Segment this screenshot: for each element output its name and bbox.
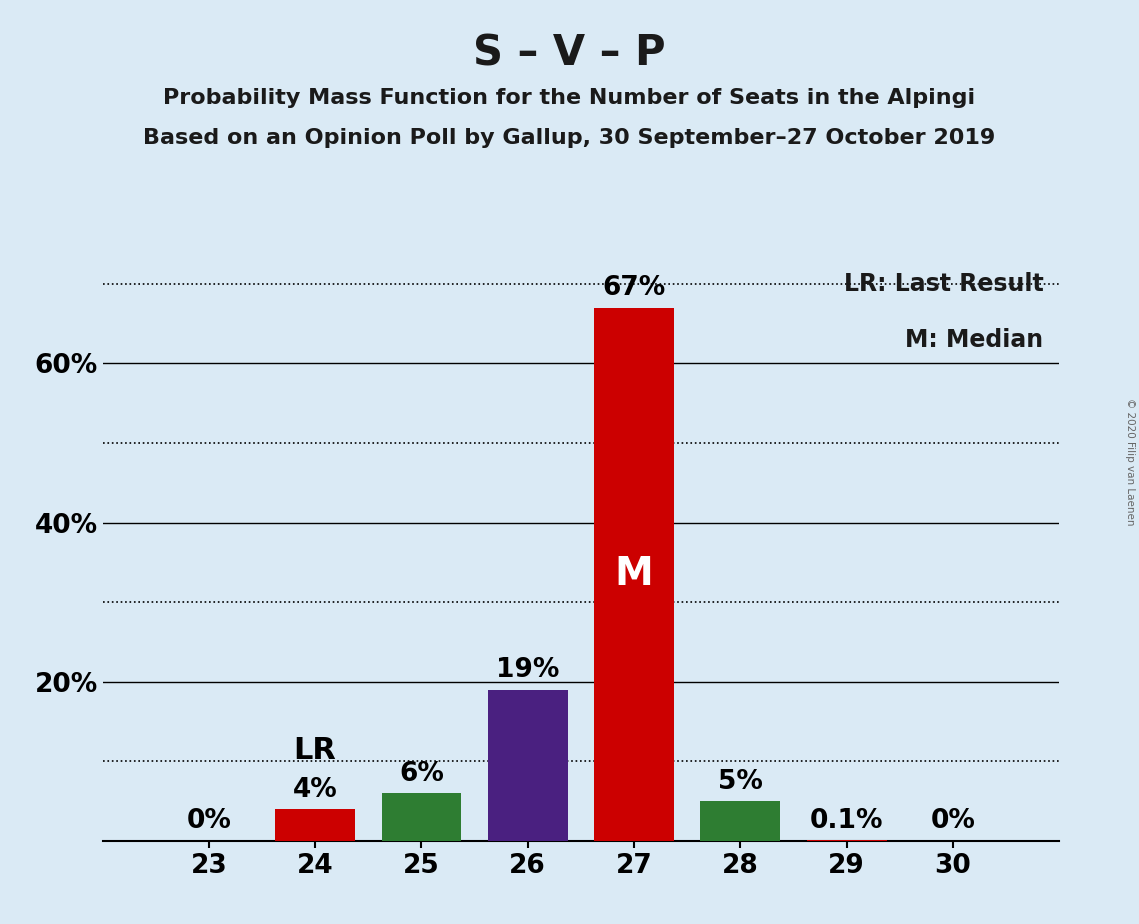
Bar — [382, 793, 461, 841]
Text: 67%: 67% — [603, 275, 665, 301]
Text: 0.1%: 0.1% — [810, 808, 884, 833]
Text: Based on an Opinion Poll by Gallup, 30 September–27 October 2019: Based on an Opinion Poll by Gallup, 30 S… — [144, 128, 995, 148]
Text: 6%: 6% — [399, 760, 444, 786]
Text: 5%: 5% — [718, 769, 763, 795]
Text: LR: LR — [294, 736, 336, 765]
Bar — [595, 308, 674, 841]
Text: M: M — [615, 555, 654, 593]
Text: 4%: 4% — [293, 777, 337, 803]
Text: Probability Mass Function for the Number of Seats in the Alpingi: Probability Mass Function for the Number… — [163, 88, 976, 108]
Bar — [487, 689, 567, 841]
Text: S – V – P: S – V – P — [473, 32, 666, 74]
Text: 19%: 19% — [497, 657, 559, 684]
Text: 0%: 0% — [187, 808, 231, 834]
Bar — [276, 809, 355, 841]
Bar — [700, 801, 780, 841]
Text: M: Median: M: Median — [906, 328, 1043, 352]
Text: © 2020 Filip van Laenen: © 2020 Filip van Laenen — [1125, 398, 1134, 526]
Text: 0%: 0% — [931, 808, 975, 834]
Text: LR: Last Result: LR: Last Result — [844, 272, 1043, 296]
